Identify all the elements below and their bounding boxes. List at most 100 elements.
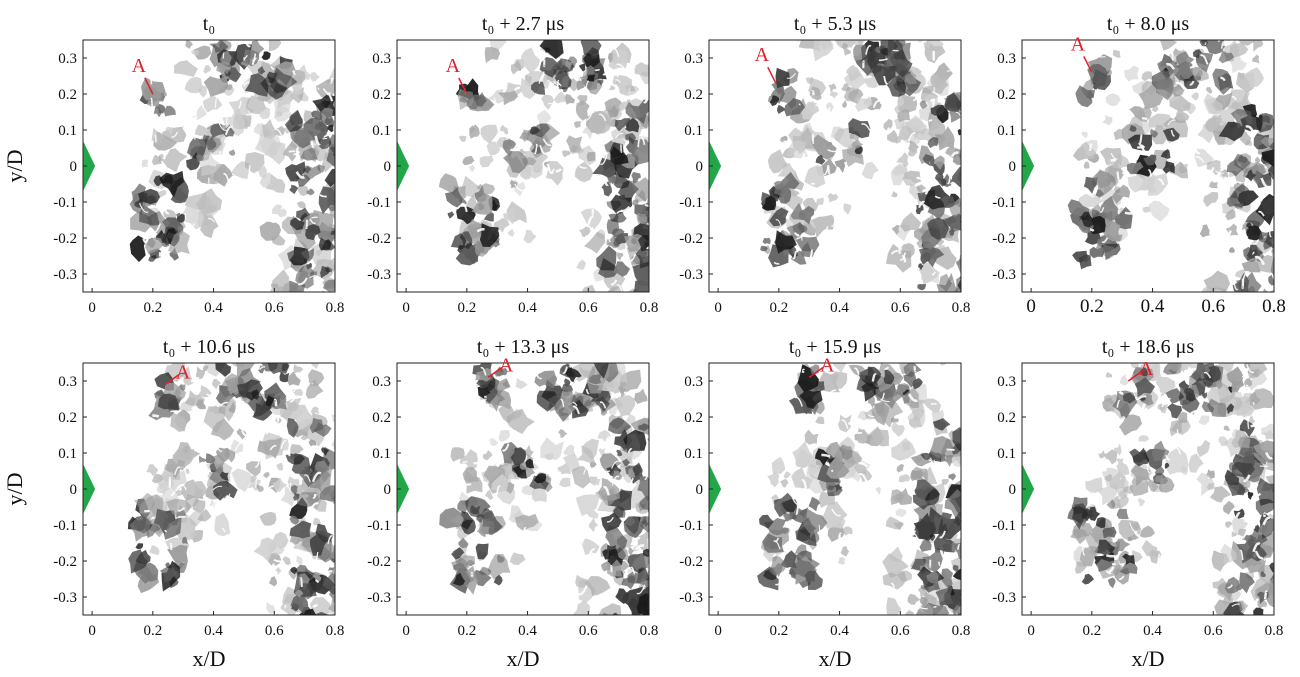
x-tick-label: 0.2 — [143, 300, 162, 316]
y-tick-label: -0.2 — [53, 554, 77, 570]
flow-field-image — [83, 363, 335, 615]
panel-title: t₀ + 5.3 μs — [794, 13, 877, 35]
x-tick-label: 0.8 — [640, 300, 659, 316]
y-tick-label: -0.2 — [367, 231, 391, 247]
panel-title: t₀ + 15.9 μs — [789, 336, 882, 358]
y-tick-label: 0.3 — [684, 51, 703, 67]
x-tick-label: 0.6 — [579, 300, 598, 316]
y-tick-label: 0.2 — [58, 87, 77, 103]
y-tick-label: -0.1 — [679, 195, 703, 211]
bluff-body-marker — [83, 140, 96, 192]
panel-title: t₀ + 8.0 μs — [1107, 13, 1190, 35]
y-tick-label: 0.2 — [997, 410, 1016, 426]
x-tick-label: 0.4 — [1143, 623, 1162, 639]
y-tick-label: -0.2 — [679, 554, 703, 570]
panel-2: t₀ + 2.7 μs 0 0.2 0.4 0.6 0.8 0.3 0.2 0.1 0 -0.1 -0… — [367, 13, 659, 316]
x-tick-label: 0 — [88, 300, 96, 316]
x-tick-label: 0.8 — [326, 623, 345, 639]
annotation-leader — [1083, 56, 1093, 73]
y-tick-label: -0.3 — [367, 590, 391, 606]
flow-field-image — [83, 40, 335, 292]
y-tick-label: 0.3 — [997, 374, 1016, 390]
y-tick-label: -0.3 — [679, 267, 703, 283]
x-tick-label: 0.8 — [1265, 623, 1284, 639]
flow-field-image — [1022, 40, 1274, 292]
x-axis-label: x/D — [507, 646, 540, 671]
y-tick-label: 0.3 — [372, 374, 391, 390]
annotation-leader — [458, 77, 468, 95]
flow-field-image — [397, 40, 649, 292]
y-tick-label: 0 — [696, 159, 704, 175]
y-tick-label: -0.2 — [367, 554, 391, 570]
x-tick-label: 0 — [1027, 623, 1035, 639]
y-tick-label: 0 — [384, 482, 392, 498]
y-tick-label: -0.3 — [53, 590, 77, 606]
x-tick-label: 0.6 — [579, 623, 598, 639]
x-tick-label: 0 — [402, 300, 410, 316]
bluff-body-marker — [83, 463, 96, 515]
panel-1: t₀ 0 0.2 0.4 0.6 0.8 0.3 0.2 0.1 0 -0.1 -0.2 -0.3 A — [53, 13, 344, 316]
y-tick-label: -0.1 — [992, 195, 1016, 211]
y-tick-label: -0.3 — [992, 267, 1016, 283]
flow-field-image — [709, 363, 961, 615]
y-tick-label: -0.1 — [367, 195, 391, 211]
y-tick-label: 0.2 — [684, 410, 703, 426]
annotation-label-a: A — [1071, 33, 1086, 55]
x-tick-label: 0.2 — [769, 300, 788, 316]
panel-4: t₀ + 8.0 μs 0 0.2 0.4 0.6 0.8 0.3 0.2 0.1 0 -0.1 -0… — [992, 13, 1286, 317]
annotation-leader — [1127, 370, 1143, 382]
x-tick-label: 0.6 — [891, 300, 910, 316]
y-tick-label: -0.2 — [992, 554, 1016, 570]
panel-title: t₀ + 13.3 μs — [477, 336, 570, 358]
bluff-body-marker — [709, 463, 722, 515]
annotation-leader — [487, 366, 503, 379]
panel-5: t₀ + 10.6 μs 0 0.2 0.4 0.6 0.8 0.3 0.2 0.1 0 -0.1 -… — [53, 336, 345, 639]
x-tick-label: 0.4 — [830, 623, 849, 639]
annotation-label-a: A — [499, 354, 514, 376]
y-tick-label: -0.3 — [679, 590, 703, 606]
bluff-body-marker — [709, 140, 722, 192]
y-tick-label: 0 — [70, 159, 78, 175]
x-tick-label: 0.4 — [518, 300, 537, 316]
x-tick-label: 0 — [714, 300, 722, 316]
x-tick-label: 0.4 — [204, 300, 223, 316]
y-tick-label: 0.3 — [58, 374, 77, 390]
x-tick-label: 0.8 — [952, 300, 971, 316]
y-tick-label: -0.1 — [679, 518, 703, 534]
x-tick-label: 0.8 — [640, 623, 659, 639]
y-tick-label: 0.2 — [372, 87, 391, 103]
y-tick-label: -0.2 — [992, 231, 1016, 247]
x-tick-label: 0.6 — [265, 623, 284, 639]
x-tick-label: 0.6 — [891, 623, 910, 639]
y-tick-label: 0.1 — [997, 123, 1016, 139]
annotation-leader — [808, 366, 824, 379]
x-tick-label: 0 — [88, 623, 96, 639]
panel-title: t₀ — [203, 13, 216, 35]
y-tick-label: 0.1 — [684, 123, 703, 139]
y-tick-label: -0.3 — [53, 267, 77, 283]
y-tick-label: 0.1 — [684, 446, 703, 462]
y-tick-label: 0.1 — [997, 446, 1016, 462]
panel-6: t₀ + 13.3 μs 0 0.2 0.4 0.6 0.8 0.3 0.2 0.1 0 -0.1 -… — [367, 336, 659, 639]
x-axis-label: x/D — [193, 646, 226, 671]
annotation-label-a: A — [820, 354, 835, 376]
y-tick-label: -0.2 — [53, 231, 77, 247]
y-tick-label: -0.1 — [53, 518, 77, 534]
y-tick-label: 0 — [696, 482, 704, 498]
annotation-label-a: A — [446, 55, 461, 77]
annotation-label-a: A — [1139, 358, 1154, 380]
x-tick-label: 0.2 — [457, 300, 476, 316]
flow-field-image — [397, 363, 649, 615]
y-axis-label: y/D — [2, 150, 27, 183]
y-tick-label: 0.1 — [372, 123, 391, 139]
y-tick-label: 0.2 — [372, 410, 391, 426]
panel-8: t₀ + 18.6 μs 0 0.2 0.4 0.6 0.8 0.3 0.2 0.1 0 -0.1 -… — [992, 336, 1284, 639]
x-tick-label: 0.6 — [1201, 296, 1225, 317]
x-tick-label: 0.8 — [952, 623, 971, 639]
x-tick-label: 0.4 — [830, 300, 849, 316]
y-axis-label: y/D — [2, 473, 27, 506]
annotation-leader — [144, 77, 154, 95]
bluff-body-marker — [1022, 140, 1035, 192]
y-tick-label: 0.1 — [58, 446, 77, 462]
